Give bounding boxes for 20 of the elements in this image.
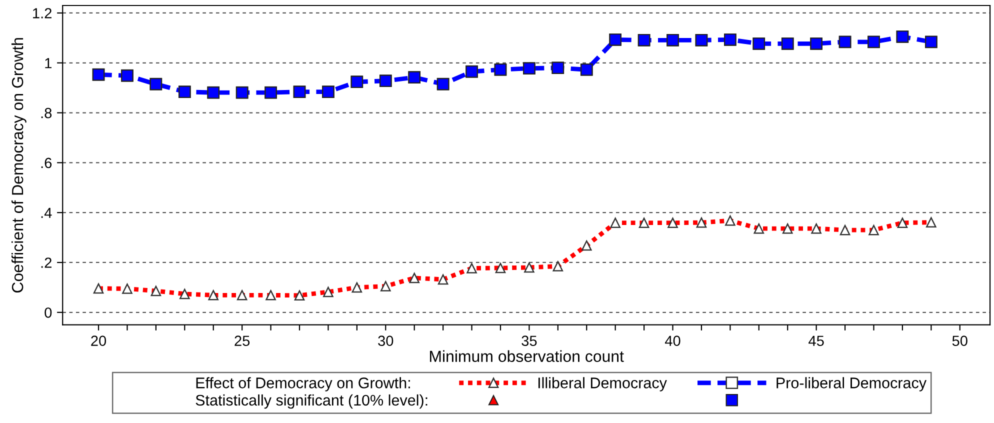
x-tick-label: 20: [91, 336, 106, 346]
y-tick-label: .6: [41, 158, 52, 168]
x-tick-label: 40: [664, 336, 680, 346]
legend-label: Illiberal Democracy: [538, 377, 667, 392]
text: Statistically significant (10% level):: [196, 394, 428, 409]
x-tick-label: 25: [234, 336, 250, 346]
x-axis-title: Minimum observation count: [430, 350, 624, 362]
y-tick-label: .2: [41, 258, 52, 268]
y-axis-title: Coefficient of Democracy on Growth: [11, 38, 26, 292]
y-tick-label: 1: [45, 58, 52, 68]
x-tick-label: 30: [378, 336, 394, 346]
x-tick-label: 35: [522, 336, 537, 346]
x-tick-label: 45: [808, 336, 824, 346]
text: Effect of Democracy on Growth:: [196, 377, 410, 392]
y-tick-label: .8: [41, 108, 52, 118]
legend-label: Pro-liberal Democracy: [776, 377, 927, 392]
y-tick-label: 0: [44, 307, 52, 318]
y-tick-label: 1.2: [33, 8, 52, 18]
y-tick-label: .4: [41, 208, 52, 218]
x-tick-label: 50: [952, 336, 968, 346]
